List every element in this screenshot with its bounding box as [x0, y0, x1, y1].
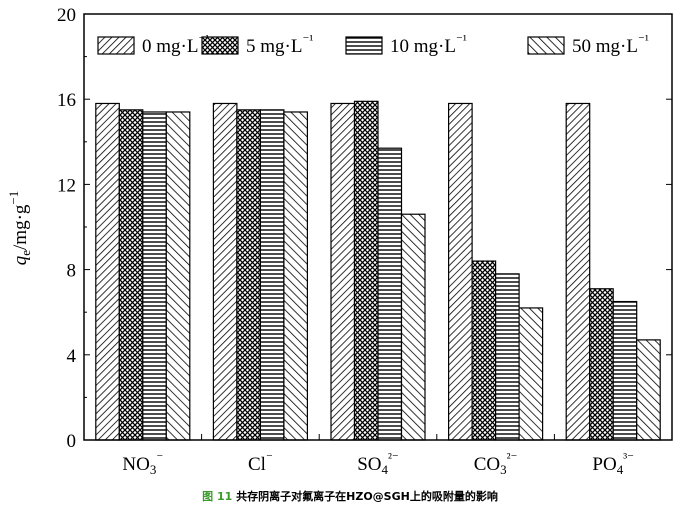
caption-label: 图 11 — [202, 490, 232, 503]
bar-3-0 — [165, 111, 191, 441]
legend-item-3: 50 mg·L⁻¹ — [527, 32, 649, 57]
bar-2-3 — [495, 273, 520, 441]
legend-swatch — [97, 36, 135, 55]
bar-0-4 — [565, 102, 591, 441]
bar-1-4 — [589, 288, 614, 441]
bar-3-1 — [283, 111, 308, 441]
legend-label: 50 mg·L⁻¹ — [572, 32, 649, 57]
x-tick-label: Cl⁻ — [248, 450, 273, 475]
bar-2-4 — [612, 300, 638, 441]
bar-1-0 — [118, 109, 144, 441]
legend-label: 5 mg·L⁻¹ — [246, 32, 313, 57]
x-tick-label: SO4²⁻ — [357, 450, 399, 477]
legend-label: 10 mg·L⁻¹ — [390, 32, 467, 57]
bar-2-1 — [259, 109, 285, 441]
figure-caption: 图 11 共存阴离子对氟离子在HZO@SGH上的吸附量的影响 — [202, 489, 498, 503]
y-tick-label: 12 — [57, 175, 76, 196]
legend-swatch — [527, 36, 565, 55]
y-tick-label: 0 — [67, 431, 77, 452]
x-tick-label: CO3²⁻ — [474, 450, 518, 477]
x-tick-label: PO4³⁻ — [592, 450, 634, 477]
bar-0-2 — [330, 102, 356, 441]
bar-1-3 — [471, 260, 497, 441]
bar-2-2 — [377, 147, 403, 441]
y-tick-label: 16 — [57, 90, 76, 111]
y-axis-label: qe/mg·g−1 — [6, 191, 33, 266]
y-tick-label: 8 — [67, 261, 77, 282]
bar-0-3 — [448, 102, 473, 441]
bar-3-3 — [518, 307, 544, 441]
bar-1-2 — [353, 100, 379, 441]
legend-label: 0 mg·L⁻¹ — [142, 32, 209, 57]
caption-text: 共存阴离子对氟离子在HZO@SGH上的吸附量的影响 — [236, 489, 498, 503]
legend-swatch — [345, 36, 383, 55]
bar-3-4 — [636, 339, 661, 441]
y-tick-label: 20 — [57, 5, 76, 26]
bar-0-0 — [95, 102, 120, 441]
legend-swatch — [201, 36, 239, 55]
bar-1-1 — [236, 109, 261, 441]
bar-0-1 — [212, 102, 238, 441]
legend-item-0: 0 mg·L⁻¹ — [97, 32, 209, 57]
bar-2-0 — [142, 111, 167, 441]
legend-item-1: 5 mg·L⁻¹ — [201, 32, 313, 57]
legend-item-2: 10 mg·L⁻¹ — [345, 32, 467, 57]
x-tick-label: NO3⁻ — [122, 450, 163, 477]
bar-3-2 — [400, 213, 426, 441]
y-tick-label: 4 — [67, 346, 77, 367]
